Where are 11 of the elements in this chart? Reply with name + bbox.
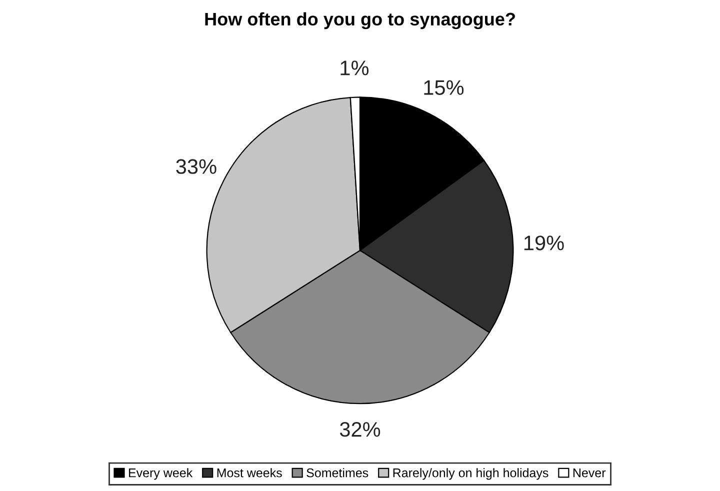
legend-label: Most weeks <box>217 468 282 478</box>
data-label: 32% <box>340 422 380 437</box>
data-label: 1% <box>340 60 369 76</box>
data-label: 19% <box>524 236 564 250</box>
legend-label: Sometimes <box>306 468 368 478</box>
legend-label: Rarely/only on high holidays <box>393 468 548 480</box>
legend-label: Every week <box>129 468 193 480</box>
chart-title: How often do you go to synagogue? <box>205 12 515 30</box>
data-label: 15% <box>424 80 464 95</box>
data-label: 33% <box>176 159 216 174</box>
legend-label: Never <box>573 468 606 478</box>
